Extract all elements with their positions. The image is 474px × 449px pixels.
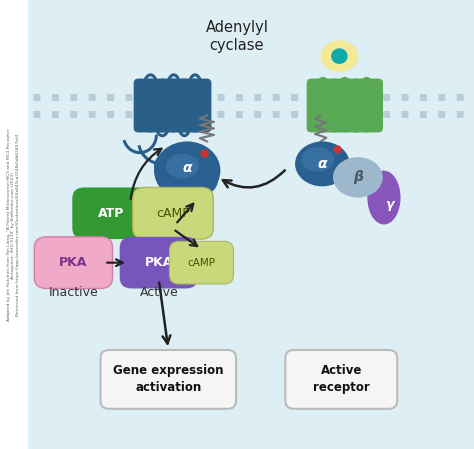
Ellipse shape	[367, 171, 401, 224]
Ellipse shape	[333, 157, 383, 198]
Text: cAMP: cAMP	[156, 207, 190, 220]
Text: Active
receptor: Active receptor	[313, 365, 370, 394]
Text: β: β	[353, 170, 363, 185]
FancyBboxPatch shape	[339, 79, 361, 132]
FancyBboxPatch shape	[361, 79, 383, 132]
Ellipse shape	[166, 154, 199, 179]
Text: Inactive: Inactive	[49, 286, 98, 299]
FancyBboxPatch shape	[169, 242, 233, 284]
FancyBboxPatch shape	[100, 350, 236, 409]
FancyBboxPatch shape	[318, 79, 339, 132]
FancyBboxPatch shape	[119, 237, 198, 289]
FancyBboxPatch shape	[350, 79, 372, 132]
FancyBboxPatch shape	[157, 79, 179, 132]
FancyBboxPatch shape	[307, 79, 328, 132]
Text: Gene expression
activation: Gene expression activation	[113, 365, 224, 394]
FancyBboxPatch shape	[35, 237, 113, 289]
Text: cAMP: cAMP	[187, 258, 216, 268]
Text: ATP: ATP	[98, 207, 125, 220]
FancyBboxPatch shape	[190, 79, 211, 132]
Ellipse shape	[295, 141, 350, 186]
Text: Adapted by Jim Hutchins from Yan Liang, "A Potent Melanocortin MC3 and MC4 Recep: Adapted by Jim Hutchins from Yan Liang, …	[7, 128, 20, 321]
Ellipse shape	[301, 147, 334, 172]
FancyBboxPatch shape	[72, 188, 151, 239]
FancyBboxPatch shape	[146, 79, 167, 132]
Text: α: α	[182, 161, 192, 176]
Ellipse shape	[154, 141, 220, 200]
FancyBboxPatch shape	[133, 188, 213, 239]
Text: γ: γ	[385, 198, 394, 211]
Text: Adenylyl
cyclase: Adenylyl cyclase	[206, 20, 268, 53]
Text: PKA: PKA	[59, 256, 88, 269]
Ellipse shape	[185, 164, 218, 195]
Ellipse shape	[320, 40, 358, 72]
FancyBboxPatch shape	[285, 350, 397, 409]
Ellipse shape	[331, 48, 348, 64]
FancyBboxPatch shape	[179, 79, 201, 132]
Text: PKA: PKA	[145, 256, 173, 269]
FancyBboxPatch shape	[168, 79, 190, 132]
Text: α: α	[318, 157, 327, 171]
FancyBboxPatch shape	[328, 79, 350, 132]
Text: Active: Active	[139, 286, 178, 299]
Ellipse shape	[156, 157, 209, 198]
Ellipse shape	[154, 153, 182, 180]
FancyBboxPatch shape	[134, 79, 155, 132]
